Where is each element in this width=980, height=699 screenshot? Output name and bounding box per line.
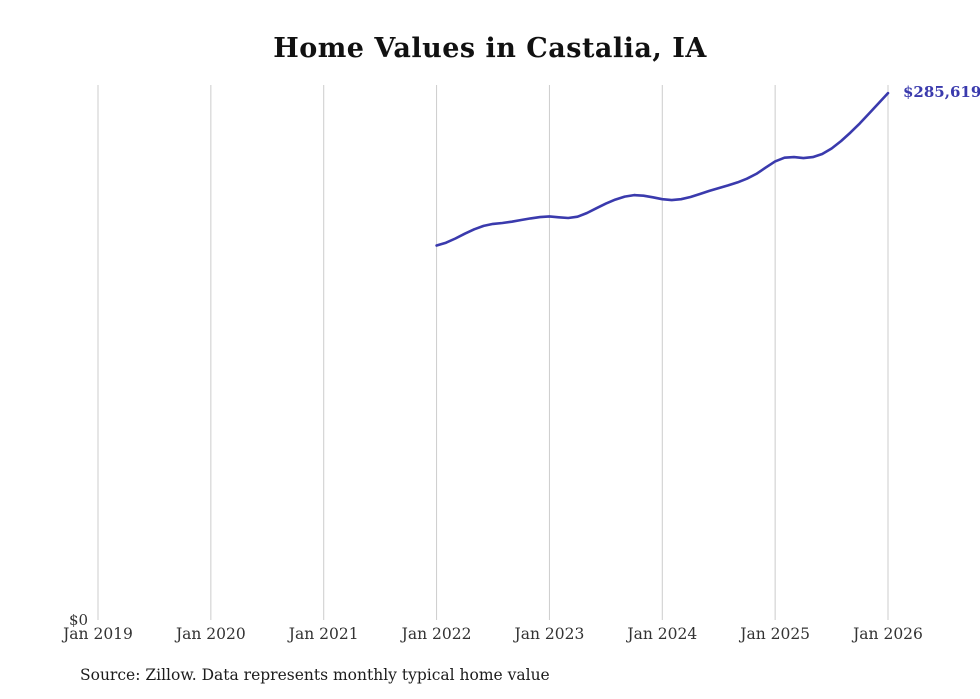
x-tick-label: Jan 2020: [175, 625, 246, 643]
series-end-value-label: $285,619: [903, 83, 980, 102]
x-tick-label: Jan 2023: [514, 625, 585, 643]
x-axis: Jan 2019 Jan 2020 Jan 2021 Jan 2022 Jan 2023…: [0, 625, 980, 647]
home-value-line: [435, 91, 890, 247]
x-tick-label: Jan 2026: [853, 625, 923, 643]
chart-title: Home Values in Castalia, IA: [273, 33, 707, 64]
gridlines: [97, 85, 889, 620]
x-tick-label: Jan 2019: [63, 625, 133, 643]
x-tick-label: Jan 2024: [627, 625, 698, 643]
y-axis-zero-label: $0: [69, 611, 89, 629]
x-tick-label: Jan 2025: [740, 625, 811, 643]
x-tick-label: Jan 2022: [401, 625, 472, 643]
source-note: Source: Zillow. Data represents monthly …: [80, 666, 550, 684]
x-tick-label: Jan 2021: [288, 625, 359, 643]
